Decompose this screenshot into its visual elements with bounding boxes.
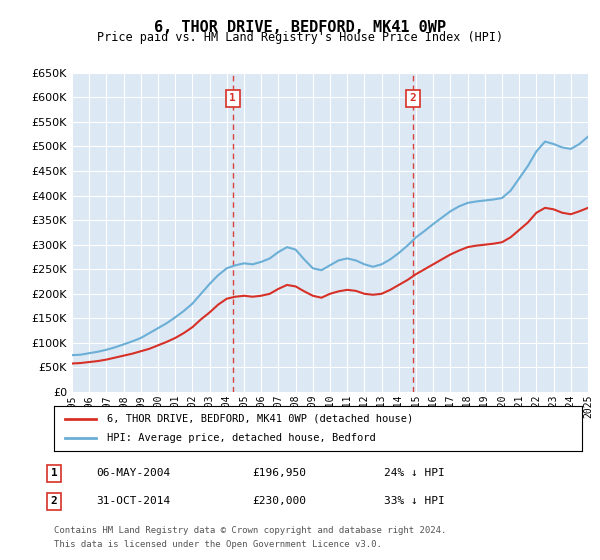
Text: 06-MAY-2004: 06-MAY-2004: [96, 468, 170, 478]
Text: HPI: Average price, detached house, Bedford: HPI: Average price, detached house, Bedf…: [107, 433, 376, 444]
Text: 24% ↓ HPI: 24% ↓ HPI: [384, 468, 445, 478]
Text: 31-OCT-2014: 31-OCT-2014: [96, 496, 170, 506]
Text: Contains HM Land Registry data © Crown copyright and database right 2024.: Contains HM Land Registry data © Crown c…: [54, 526, 446, 535]
Text: This data is licensed under the Open Government Licence v3.0.: This data is licensed under the Open Gov…: [54, 540, 382, 549]
Text: 1: 1: [50, 468, 58, 478]
Text: 6, THOR DRIVE, BEDFORD, MK41 0WP (detached house): 6, THOR DRIVE, BEDFORD, MK41 0WP (detach…: [107, 413, 413, 423]
Text: 2: 2: [50, 496, 58, 506]
Text: Price paid vs. HM Land Registry's House Price Index (HPI): Price paid vs. HM Land Registry's House …: [97, 31, 503, 44]
Text: £230,000: £230,000: [252, 496, 306, 506]
Text: £196,950: £196,950: [252, 468, 306, 478]
Text: 1: 1: [229, 94, 236, 104]
Text: 6, THOR DRIVE, BEDFORD, MK41 0WP: 6, THOR DRIVE, BEDFORD, MK41 0WP: [154, 20, 446, 35]
Text: 2: 2: [410, 94, 416, 104]
Text: 33% ↓ HPI: 33% ↓ HPI: [384, 496, 445, 506]
